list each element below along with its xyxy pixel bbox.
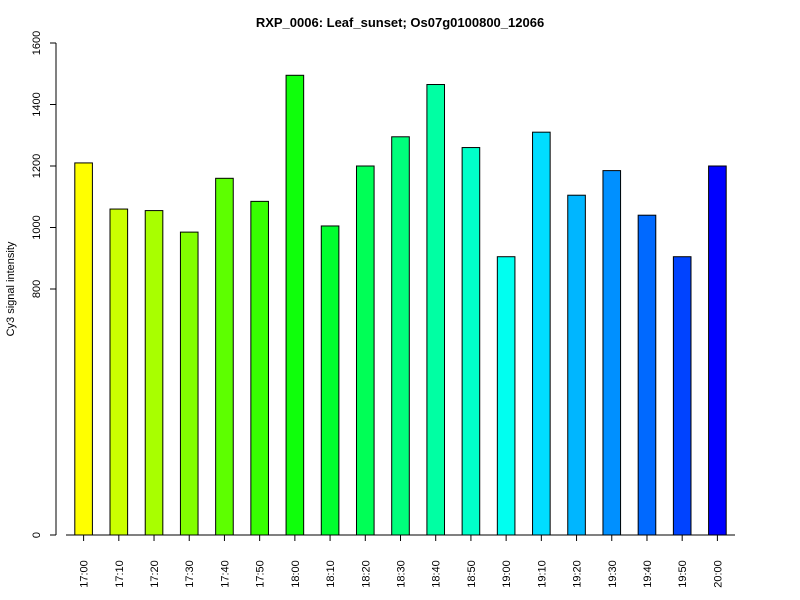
y-tick-label: 1000 — [31, 215, 43, 239]
x-tick-label: 18:00 — [290, 560, 302, 588]
x-tick-label: 17:50 — [255, 560, 267, 588]
x-tick-label: 17:20 — [149, 560, 161, 588]
y-tick-label: 1600 — [31, 31, 43, 55]
x-axis: 17:00 17:10 17:20 17:30 17:40 17:50 18:00 18:10… — [66, 534, 735, 588]
bar-19:40 — [637, 214, 657, 536]
x-tick-label: 18:10 — [325, 560, 337, 588]
y-axis: 0 800 1000 1200 1400 1600 — [31, 31, 57, 538]
y-tick-label: 1200 — [31, 154, 43, 178]
chart-title: RXP_0006: Leaf_sunset; Os07g0100800_1206… — [256, 15, 544, 30]
bar-17:30 — [179, 231, 199, 536]
x-tick-label: 17:10 — [114, 560, 126, 588]
bar-19:10 — [532, 131, 551, 536]
x-tick-label: 18:30 — [396, 560, 408, 588]
x-tick-label: 19:50 — [677, 560, 689, 588]
x-tick-label: 17:40 — [219, 560, 231, 588]
bar-19:20 — [567, 194, 586, 536]
bar-17:20 — [144, 210, 164, 536]
x-tick-label: 18:50 — [466, 560, 478, 588]
bar-18:40 — [426, 84, 446, 536]
bar-18:30 — [391, 136, 410, 536]
bar-18:00 — [285, 74, 305, 536]
bar-17:40 — [215, 177, 234, 536]
bar-18:10 — [320, 225, 340, 536]
x-tick-label: 19:00 — [501, 560, 513, 588]
x-tick-label: 20:00 — [712, 560, 724, 588]
y-tick-label: 800 — [31, 280, 43, 298]
bar-18:20 — [355, 165, 375, 536]
bars-group — [74, 74, 727, 536]
bar-18:50 — [461, 147, 481, 536]
bar-20:00 — [708, 165, 727, 536]
y-axis-label: Cy3 signal intensity — [5, 241, 17, 336]
x-tick-label: 19:30 — [607, 560, 619, 588]
y-tick-label: 0 — [31, 532, 43, 538]
x-tick-label: 19:40 — [642, 560, 654, 588]
bar-19:50 — [672, 256, 692, 536]
bar-19:30 — [602, 170, 622, 536]
x-tick-label: 17:00 — [79, 560, 91, 588]
x-tick-label: 18:20 — [360, 560, 372, 588]
bar-19:00 — [496, 256, 516, 536]
x-tick-label: 17:30 — [184, 560, 196, 588]
x-tick-label: 18:40 — [431, 560, 443, 588]
bar-17:50 — [250, 200, 269, 536]
x-tick-label: 19:10 — [536, 560, 548, 588]
y-tick-label: 1400 — [31, 92, 43, 116]
bar-17:00 — [74, 162, 93, 536]
x-tick-label: 19:20 — [572, 560, 584, 588]
bar-17:10 — [109, 208, 129, 536]
